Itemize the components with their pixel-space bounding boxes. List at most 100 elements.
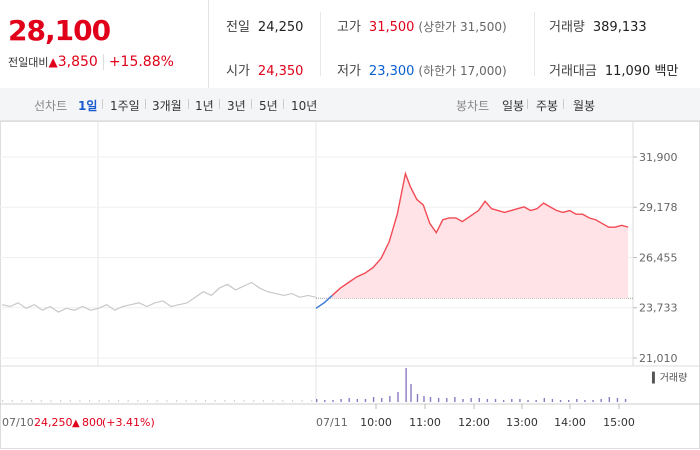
series-prev-day: [1, 281, 317, 313]
volume-bar-prev: [272, 400, 274, 402]
x-tick-label: 10:00: [360, 416, 392, 429]
stat-amount: 거래대금 11,090 백만: [549, 64, 679, 79]
y-tick-label: 31,900: [639, 151, 678, 164]
volume-bar-prev: [59, 400, 62, 402]
volume-bar: [576, 399, 578, 402]
volume-bar: [340, 399, 342, 402]
volume-bar-prev: [175, 400, 178, 402]
prev-day-date: 07/10: [2, 416, 34, 429]
volume-bar: [429, 397, 432, 402]
x-tick-label: 15:00: [603, 416, 635, 429]
stat-low: 저가 23,300 (하한가 17,000): [337, 64, 507, 79]
volume-bar-prev: [127, 400, 129, 402]
volume-bar: [527, 400, 529, 402]
volume-bar-prev: [166, 400, 168, 402]
volume-bar: [551, 399, 554, 402]
chart-marks: [1, 171, 633, 402]
volume-bar: [543, 398, 545, 402]
x-tick-label: 14:00: [554, 416, 586, 429]
volume-bar: [470, 398, 472, 402]
volume-bar-prev: [311, 400, 313, 402]
x-tick-label: 11:00: [409, 416, 441, 429]
volume-bar: [446, 398, 448, 402]
volume-bar-prev: [30, 400, 33, 402]
volume-bar-prev: [117, 400, 120, 402]
volume-bar-prev: [98, 400, 100, 402]
tab-monthly-candle[interactable]: 월봉: [573, 99, 596, 113]
stats-panel: 전일 24,250 고가 31,500 (상한가 31,500) 거래량 389,133…: [209, 0, 700, 88]
chart-labels: 31,900 29,178 26,455 23,733 21,010 ▍거래량 10:00 1…: [2, 151, 687, 429]
volume-bar: [478, 398, 480, 402]
series-today-above: [331, 171, 629, 296]
volume-bar: [502, 400, 505, 402]
tab-5y[interactable]: 5년: [259, 99, 278, 113]
volume-bar: [389, 396, 391, 402]
quote-header: 28,100 전일대비▲3,850 +15.88% 전일 24,250 고가 31,5…: [0, 0, 700, 89]
tab-10y[interactable]: 10년: [291, 99, 318, 113]
volume-bar-prev: [21, 400, 23, 402]
prev-day-change: 800: [82, 416, 103, 429]
tab-3y[interactable]: 3년: [227, 99, 246, 113]
volume-bar-prev: [79, 400, 81, 402]
volume-bar: [381, 398, 383, 402]
volume-bar: [410, 384, 412, 402]
volume-bar: [462, 399, 464, 402]
volume-bar: [616, 398, 619, 402]
volume-bar: [511, 399, 513, 402]
volume-bar: [486, 399, 489, 402]
tab-daily-candle[interactable]: 일봉: [502, 99, 525, 113]
volume-bar-prev: [156, 400, 158, 402]
volume-bar-prev: [253, 400, 255, 402]
volume-bar: [592, 400, 594, 402]
volume-bar-prev: [195, 400, 197, 402]
volume-bar: [584, 400, 586, 402]
volume-bar-prev: [69, 400, 71, 402]
volume-bar: [494, 399, 497, 402]
volume-bar: [316, 399, 318, 402]
prev-day-percent: (+3.41%): [102, 416, 155, 429]
volume-bar-prev: [137, 400, 139, 402]
volume-bar: [397, 392, 399, 402]
volume-bar: [405, 368, 407, 402]
volume-bar: [624, 399, 627, 402]
tab-1w[interactable]: 1주일: [110, 99, 140, 113]
volume-bar-prev: [108, 400, 110, 402]
stat-volume: 거래량 389,133: [549, 20, 647, 35]
tab-1y[interactable]: 1년: [195, 99, 214, 113]
tab-3m[interactable]: 3개월: [152, 99, 182, 113]
volume-bar-prev: [146, 400, 149, 402]
volume-bar-prev: [50, 400, 52, 402]
volume-bar: [356, 399, 359, 402]
y-tick-label: 23,733: [639, 302, 678, 315]
volume-bar-prev: [262, 400, 265, 402]
area-above-close: [316, 173, 629, 299]
volume-bar: [416, 394, 419, 402]
volume-bar: [332, 400, 334, 402]
volume-bar-prev: [185, 400, 187, 402]
price-change: 전일대비▲3,850 +15.88%: [8, 54, 174, 70]
volume-bar-prev: [233, 400, 236, 402]
volume-bar-prev: [282, 400, 284, 402]
chart-tabs: 선차트 1일 1주일 3개월 1년 3년 5년 10년 봉차트 일봉 주봉 월봉: [0, 88, 700, 121]
volume-bar-prev: [214, 400, 216, 402]
candle-chart-heading: 봉차트: [456, 99, 490, 113]
volume-bar: [567, 400, 570, 402]
price-summary: 28,100 전일대비▲3,850 +15.88%: [0, 0, 209, 88]
volume-bar: [372, 397, 375, 402]
stat-high: 고가 31,500 (상한가 31,500): [337, 20, 507, 35]
tab-weekly-candle[interactable]: 주봉: [536, 99, 559, 113]
volume-bar: [600, 399, 602, 402]
price-chart: 31,900 29,178 26,455 23,733 21,010 ▍거래량 10:00 1…: [0, 121, 700, 449]
prev-day-arrow-icon: ▲: [72, 418, 80, 429]
stat-open: 시가 24,350: [226, 64, 304, 79]
up-arrow-icon: ▲: [48, 55, 58, 69]
stat-prev-close: 전일 24,250: [226, 20, 304, 35]
x-tick-label: 13:00: [506, 416, 538, 429]
tab-1d[interactable]: 1일: [78, 99, 98, 113]
series-today-below: [315, 294, 333, 309]
y-tick-label: 26,455: [639, 252, 678, 265]
volume-legend: ▍거래량: [651, 371, 687, 384]
volume-bar-prev: [11, 400, 13, 402]
volume-bar-prev: [204, 400, 207, 402]
y-tick-label: 21,010: [639, 352, 678, 365]
